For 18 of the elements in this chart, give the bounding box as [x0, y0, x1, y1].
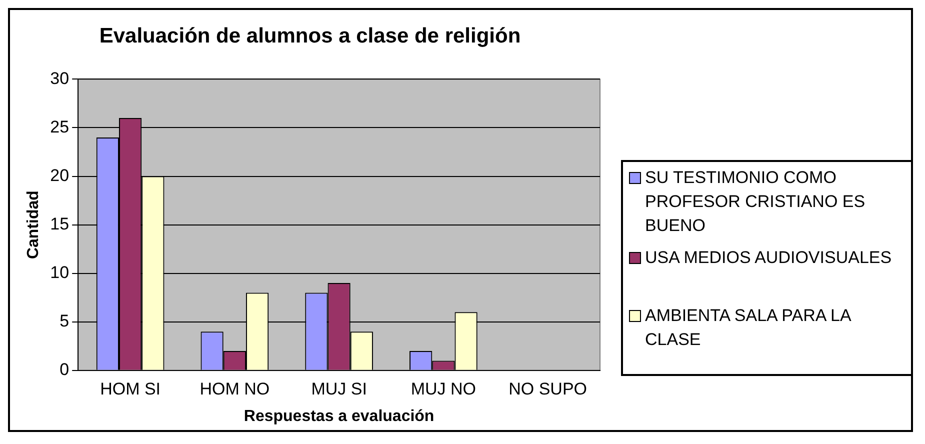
y-tick-label: 30: [50, 68, 70, 88]
y-tick-label: 5: [60, 312, 70, 331]
y-tick-label: 20: [50, 166, 70, 185]
x-tick-label: HOM NO: [200, 379, 270, 398]
y-tick-label: 15: [50, 214, 70, 234]
x-axis-title: Respuestas a evaluación: [244, 408, 434, 425]
y-tick-label: 25: [50, 117, 70, 136]
x-tick-label: HOM SI: [100, 379, 161, 398]
y-tick-label: 0: [60, 360, 70, 380]
legend-label: AMBIENTA SALA PARA LA CLASE: [645, 305, 852, 351]
x-tick-label: MUJ SI: [311, 379, 367, 398]
legend-label: SU TESTIMONIO COMO PROFESOR CRISTIANO ES BUENO: [645, 167, 866, 237]
x-tick-label: NO SUPO: [508, 379, 588, 398]
legend-label: USA MEDIOS AUDIOVISUALES: [645, 247, 893, 269]
x-tick-label: MUJ NO: [410, 379, 476, 398]
y-axis-title: Cantidad: [25, 190, 42, 260]
y-tick-label: 10: [50, 263, 70, 282]
chart-title: Evaluación de alumnos a clase de religión: [99, 24, 521, 48]
